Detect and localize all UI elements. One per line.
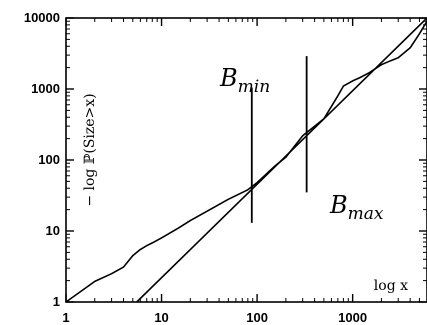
x-axis-label: log x (374, 278, 408, 294)
y-tick-label: 10000 (24, 10, 60, 25)
y-tick-label: 10 (46, 223, 60, 238)
y-tick-label: 1000 (31, 81, 60, 96)
series-fit-line (136, 17, 427, 303)
x-tick-label: 100 (246, 310, 268, 325)
plot-frame (65, 17, 427, 303)
x-tick-label: 1000 (338, 310, 367, 325)
y-axis-label: − log ℙ(Size>x) (82, 93, 98, 206)
label-b-min: Bmin (219, 64, 270, 97)
series-empirical-curve (65, 20, 427, 303)
x-tick-label: 10 (154, 310, 168, 325)
label-b-max: Bmax (329, 191, 384, 224)
y-tick-label: 100 (38, 152, 60, 167)
y-tick-label: 1 (53, 294, 60, 309)
x-tick-label: 1 (62, 310, 69, 325)
